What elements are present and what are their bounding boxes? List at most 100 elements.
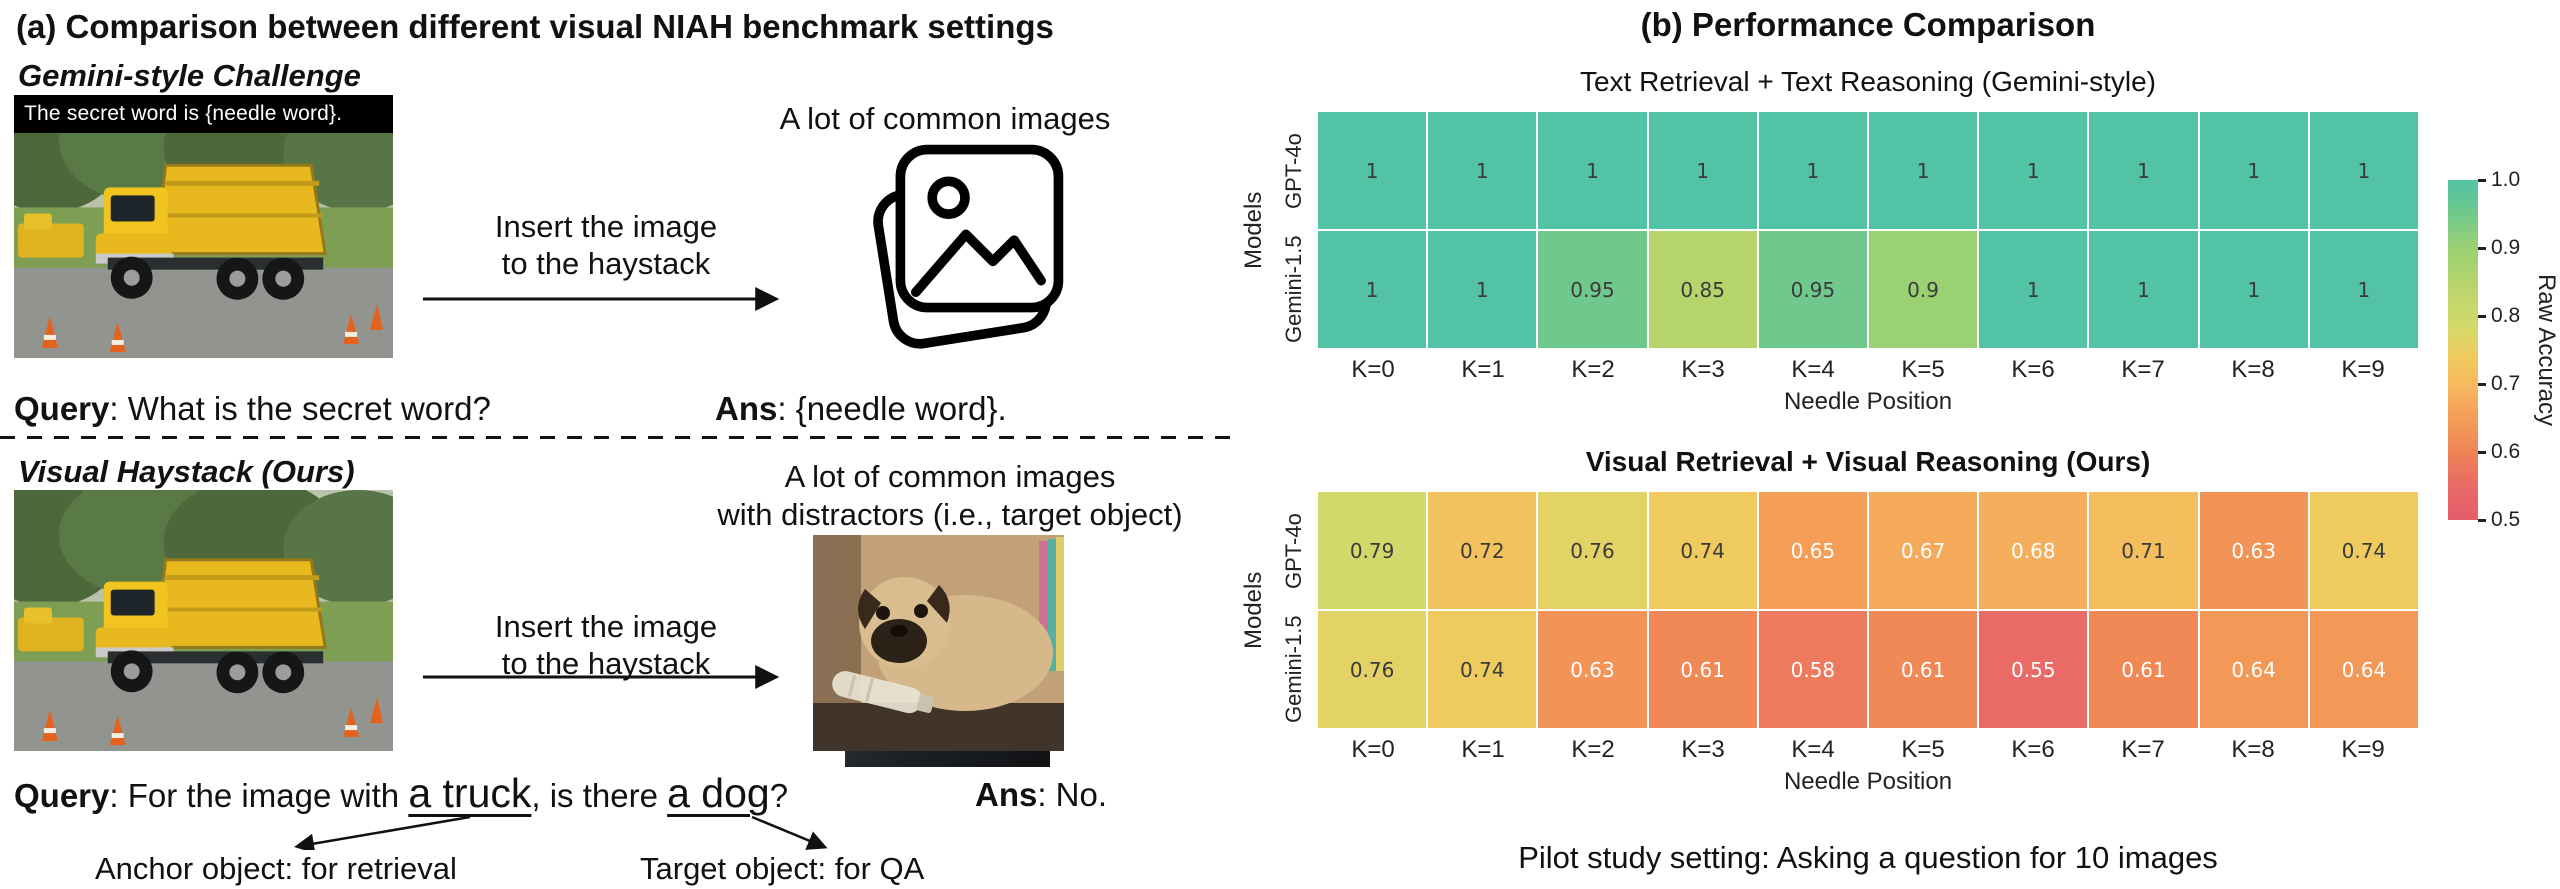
x-tick-label: K=6 bbox=[2011, 356, 2055, 383]
heatmap-body: Models GPT-4o Gemini-1.5 1 1 1 1 1 1 1 1 1 1 1 1 0.95… bbox=[1240, 112, 2418, 348]
distractor-photo-pug bbox=[813, 535, 1064, 751]
tick-label: 0.9 bbox=[2491, 236, 2521, 259]
x-tick-label: K=8 bbox=[2231, 736, 2275, 763]
x-tick-label: K=3 bbox=[1681, 356, 1725, 383]
heatmap-cell: 0.61 bbox=[1868, 611, 1978, 728]
tick-mark bbox=[2478, 178, 2486, 182]
heatmap-cell: 0.76 bbox=[1538, 492, 1647, 609]
needle-image-truck-plain bbox=[14, 490, 393, 751]
heatmap-row-labels: GPT-4o Gemini-1.5 bbox=[1276, 112, 1312, 348]
heatmap-grid: 0.79 0.72 0.76 0.74 0.65 0.67 0.68 0.71 0.63 0.74… bbox=[1318, 492, 2418, 728]
x-tick-label: K=6 bbox=[2011, 736, 2055, 763]
heatmap-ylabel: Models bbox=[1240, 571, 1267, 649]
heatmap-cell: 0.79 bbox=[1318, 492, 1427, 609]
heatmap-cell: 1 bbox=[1758, 112, 1867, 229]
vh-answer: Ans: No. bbox=[975, 776, 1107, 814]
target-arrow-icon bbox=[751, 815, 828, 850]
target-object-note: Target object: for QA bbox=[640, 851, 925, 886]
anchor-phrase: a truck bbox=[408, 770, 532, 816]
heatmap-cell: 0.64 bbox=[2309, 611, 2418, 728]
x-tick-label: K=3 bbox=[1681, 736, 1725, 763]
y-tick-label: Gemini-1.5 bbox=[1281, 615, 1306, 723]
insert-arrow-label-b: Insert the image to the haystack bbox=[420, 608, 792, 682]
heatmap-cell: 0.95 bbox=[1538, 231, 1647, 348]
panel-b-title: (b) Performance Comparison bbox=[1640, 6, 2096, 43]
tick-mark bbox=[2478, 246, 2486, 250]
heatmap-row-labels: GPT-4o Gemini-1.5 bbox=[1276, 492, 1312, 728]
insert-arrow-label-line1: Insert the image bbox=[494, 609, 718, 644]
heatmap-cell: 1 bbox=[2309, 112, 2418, 229]
colorbar-gradient bbox=[2448, 180, 2478, 520]
query-label: Query bbox=[14, 777, 110, 814]
y-tick-label: Gemini-1.5 bbox=[1281, 235, 1306, 343]
needle-text-banner: The secret word is {needle word}. bbox=[14, 95, 393, 133]
heatmap-xlabel: Needle Position bbox=[1783, 768, 1953, 795]
tick-mark bbox=[2478, 382, 2486, 386]
heatmap-cell: 0.71 bbox=[2089, 492, 2198, 609]
x-tick-label: K=2 bbox=[1571, 736, 1615, 763]
heatmap-cell: 1 bbox=[2199, 112, 2308, 229]
heatmap-cell: 0.74 bbox=[2309, 492, 2418, 609]
needle-image-truck: The secret word is {needle word}. bbox=[14, 95, 393, 358]
annotation-arrows bbox=[294, 815, 828, 850]
heatmap-cell: 0.85 bbox=[1648, 231, 1757, 348]
tick-mark bbox=[2478, 450, 2486, 454]
heatmap-cell: 1 bbox=[1648, 112, 1757, 229]
query-text-prefix: : For the image with bbox=[109, 777, 409, 814]
heatmap-cell: 1 bbox=[1318, 112, 1427, 229]
heatmap-cell: 0.61 bbox=[2089, 611, 2198, 728]
x-tick-label: K=2 bbox=[1571, 356, 1615, 383]
anchor-object-note: Anchor object: for retrieval bbox=[95, 851, 457, 886]
insert-arrow-label-line1: Insert the image bbox=[494, 209, 718, 244]
tick-label: 0.8 bbox=[2491, 304, 2521, 327]
colorbar-tick: 0.6 bbox=[2478, 440, 2520, 463]
query-text: : What is the secret word? bbox=[109, 390, 491, 427]
heatmap-text-retrieval: Text Retrieval + Text Reasoning (Gemini-… bbox=[1240, 66, 2418, 416]
heatmap-xlabel: Needle Position bbox=[1783, 388, 1953, 415]
heatmap-col-labels: K=0 K=1 K=2 K=3 K=4 K=5 K=6 K=7 K=8 K=9 bbox=[1318, 736, 2418, 764]
answer-text: : No. bbox=[1037, 776, 1108, 813]
heatmap-cell: 1 bbox=[1868, 112, 1978, 229]
y-tick-label: GPT-4o bbox=[1281, 133, 1306, 209]
x-tick-label: K=1 bbox=[1461, 356, 1505, 383]
haystack-caption-line1: A lot of common images bbox=[784, 459, 1116, 494]
heatmap-col-labels: K=0 K=1 K=2 K=3 K=4 K=5 K=6 K=7 K=8 K=9 bbox=[1318, 356, 2418, 384]
x-tick-label: K=0 bbox=[1351, 356, 1395, 383]
heatmap-cell: 0.64 bbox=[2199, 611, 2308, 728]
colorbar-ticks: 1.0 0.9 0.8 0.7 0.6 0.5 bbox=[2448, 168, 2560, 531]
heatmap-cell: 0.67 bbox=[1868, 492, 1978, 609]
heatmap-cell: 1 bbox=[1979, 112, 2088, 229]
visual-haystack-heading: Visual Haystack (Ours) bbox=[18, 454, 355, 489]
truck-photo-illustration bbox=[14, 490, 393, 751]
heatmap-cell: 1 bbox=[2309, 231, 2418, 348]
heatmap-grid: 1 1 1 1 1 1 1 1 1 1 1 1 0.95 0.85 0.95 0.9 1 1 1 1 bbox=[1318, 112, 2418, 348]
heatmap-cell: 0.63 bbox=[2199, 492, 2308, 609]
heatmap-cell: 1 bbox=[1538, 112, 1647, 229]
heatmap-cell: 0.95 bbox=[1758, 231, 1867, 348]
heatmap-cell: 1 bbox=[1979, 231, 2088, 348]
vh-query: Query: For the image with a truck, is th… bbox=[14, 770, 788, 817]
heatmap-title: Text Retrieval + Text Reasoning (Gemini-… bbox=[1579, 66, 2157, 97]
haystack-caption-line2: with distractors (i.e., target object) bbox=[717, 497, 1183, 532]
heatmap-cell: 0.58 bbox=[1758, 611, 1867, 728]
x-tick-label: K=5 bbox=[1901, 356, 1945, 383]
heatmap-cell: 1 bbox=[2089, 112, 2198, 229]
heatmap-cell: 0.74 bbox=[1648, 492, 1757, 609]
insert-arrow-label-a: Insert the image to the haystack bbox=[420, 208, 792, 282]
answer-label: Ans bbox=[715, 390, 778, 427]
gemini-challenge-heading: Gemini-style Challenge bbox=[18, 58, 361, 93]
gemini-query: Query: What is the secret word? bbox=[14, 390, 491, 428]
heatmap-cell: 0.74 bbox=[1428, 611, 1537, 728]
colorbar-tick: 0.8 bbox=[2478, 304, 2521, 327]
haystack-caption-a: A lot of common images bbox=[779, 101, 1111, 136]
heatmap-cell: 1 bbox=[1318, 231, 1427, 348]
query-label: Query bbox=[14, 390, 110, 427]
x-tick-label: K=8 bbox=[2231, 356, 2275, 383]
insert-arrow-icon-b bbox=[423, 665, 780, 689]
x-tick-label: K=5 bbox=[1901, 736, 1945, 763]
x-tick-label: K=4 bbox=[1791, 356, 1835, 383]
insert-arrow-label-line2: to the haystack bbox=[501, 246, 711, 281]
insert-arrow-icon-a bbox=[423, 287, 780, 311]
